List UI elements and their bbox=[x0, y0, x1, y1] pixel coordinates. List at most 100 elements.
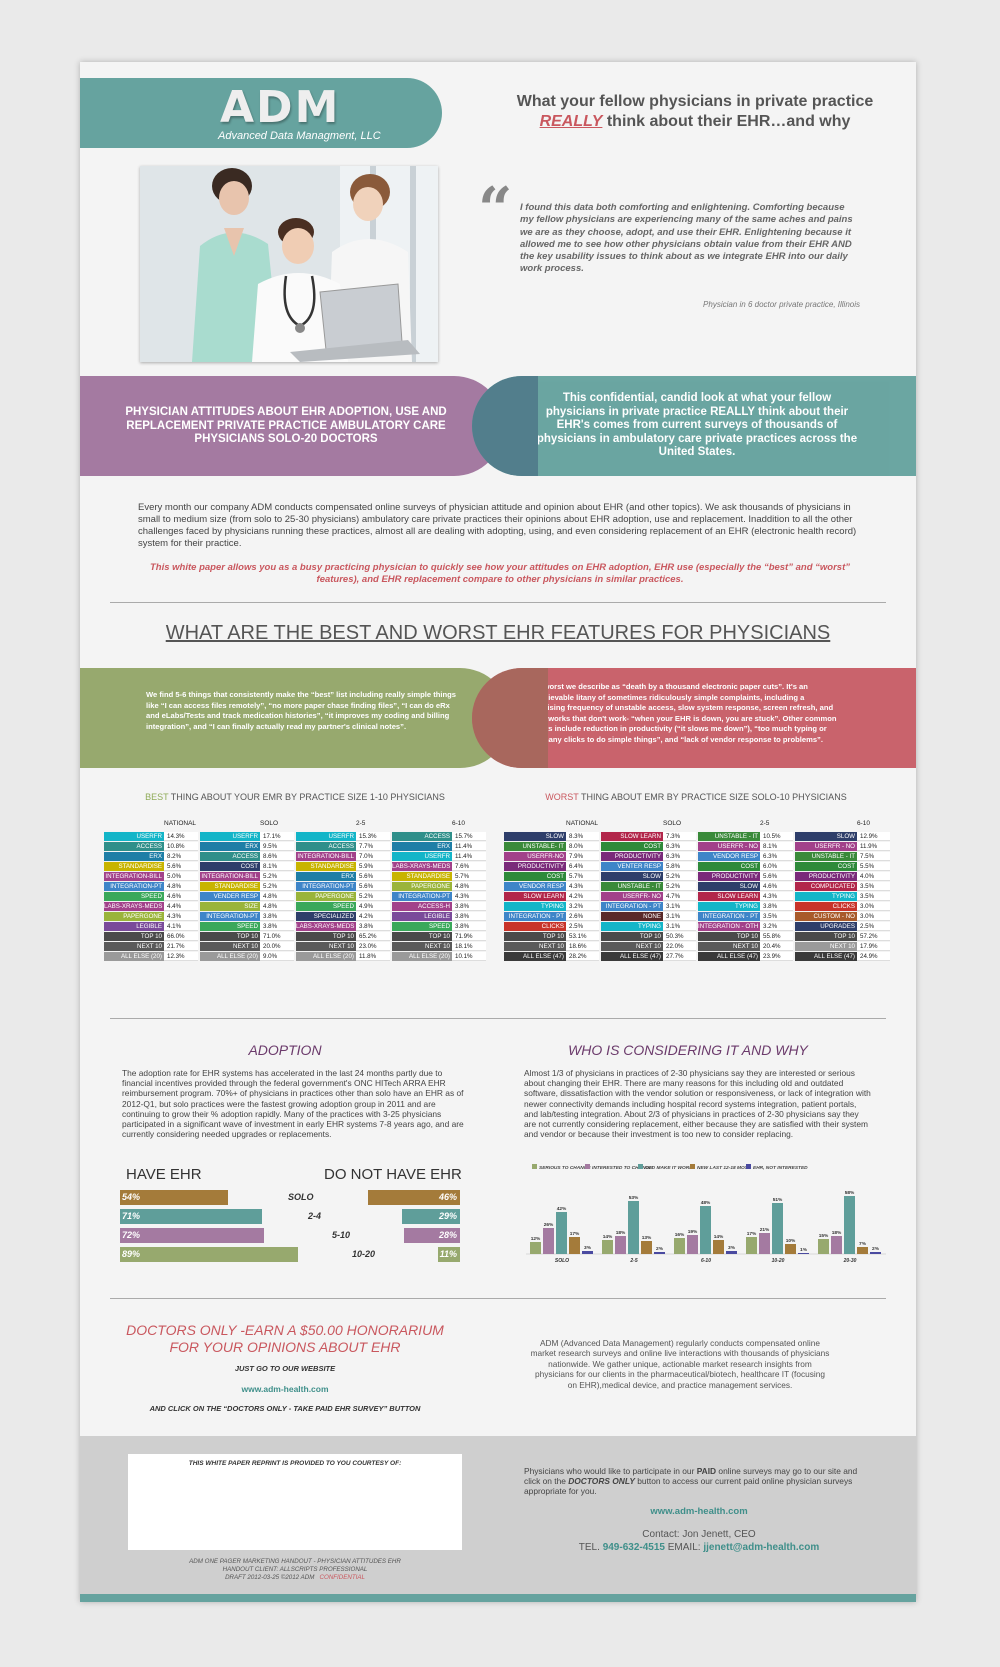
table-cell-label: NONE bbox=[601, 912, 663, 921]
legend-swatch bbox=[746, 1164, 751, 1169]
table-cell-label: STANDARDISE bbox=[296, 862, 356, 871]
considering-bar bbox=[556, 1212, 567, 1254]
quote-mark-icon: “ bbox=[478, 175, 513, 245]
table-column-header: 2-5 bbox=[356, 820, 366, 827]
table-cell-value: 3.5% bbox=[857, 882, 890, 891]
table-cell-value: 8.0% bbox=[566, 842, 599, 851]
considering-bar bbox=[530, 1242, 541, 1254]
considering-bar-label: 51% bbox=[773, 1197, 783, 1203]
table-cell-value: 5.2% bbox=[356, 892, 390, 901]
table-cell-label: LEGIBLE bbox=[392, 912, 452, 921]
table-cell-label: TYPING bbox=[601, 922, 663, 931]
considering-bar-label: 26% bbox=[544, 1222, 554, 1228]
considering-bar bbox=[700, 1206, 711, 1254]
confidential-label: CONFIDENTIAL bbox=[319, 1574, 365, 1581]
table-cell-label: COST bbox=[698, 862, 760, 871]
table-cell-label: UNSTABLE - IT bbox=[601, 882, 663, 891]
promo-website-link[interactable]: www.adm-health.com bbox=[241, 1384, 329, 1394]
best-worst-section-title: WHAT ARE THE BEST AND WORST EHR FEATURES… bbox=[165, 622, 831, 644]
category-label: 20-30 bbox=[843, 1258, 857, 1264]
table-cell-value: 27.7% bbox=[663, 952, 696, 961]
table-cell-label: PAPERGONE bbox=[392, 882, 452, 891]
promo-line1: JUST GO TO OUR WEBSITE bbox=[234, 1364, 336, 1373]
table-cell-value: 57.2% bbox=[857, 932, 890, 941]
table-cell-label: ALL ELSE (20) bbox=[200, 952, 260, 961]
table-cell-label: ERX bbox=[392, 842, 452, 851]
participate-text: Physicians who would like to participate… bbox=[524, 1466, 874, 1497]
table-cell-label: PAPERGONE bbox=[296, 892, 356, 901]
table-cell-value: 50.3% bbox=[663, 932, 696, 941]
table-column-header: NATIONAL bbox=[566, 820, 599, 827]
practice-size-label: 10-20 bbox=[352, 1249, 376, 1259]
best-features-table: NATIONAL SOLO 2-5 6-10 USERFR 14.3% ACCESS 10.8… bbox=[104, 820, 488, 966]
headline-line2: think about their EHR…and why bbox=[602, 113, 851, 130]
considering-bar-label: 14% bbox=[603, 1234, 613, 1240]
draft-line1: ADM ONE PAGER MARKETING HANDOUT - PHYSIC… bbox=[189, 1558, 401, 1565]
considering-bar-label: 53% bbox=[629, 1195, 639, 1201]
table-cell-value: 10.1% bbox=[452, 952, 486, 961]
table-cell-label: ACCESS bbox=[392, 832, 452, 841]
table-column-header: SOLO bbox=[260, 820, 279, 827]
table-cell-label: PRODUCTIVITY bbox=[601, 852, 663, 861]
courtesy-box: THIS WHITE PAPER REPRINT IS PROVIDED TO … bbox=[128, 1454, 462, 1550]
table-cell-label: PRODUCTIVITY bbox=[698, 872, 760, 881]
table-cell-label: STANDARDISE bbox=[200, 882, 260, 891]
table-cell-label: TOP 10 bbox=[296, 932, 356, 941]
considering-bar bbox=[543, 1228, 554, 1254]
divider bbox=[110, 1018, 886, 1019]
practice-size-label: 5-10 bbox=[332, 1230, 351, 1240]
tel-label: TEL. bbox=[578, 1542, 600, 1553]
table-cell-value: 12.9% bbox=[857, 832, 890, 841]
table-cell-value: 65.2% bbox=[356, 932, 390, 941]
table-column-header: 6-10 bbox=[857, 820, 871, 827]
participate-b: online surveys may go to our site and cl… bbox=[524, 1466, 858, 1487]
considering-bar bbox=[582, 1251, 593, 1254]
table-cell-value: 53.1% bbox=[566, 932, 599, 941]
table-cell-value: 4.3% bbox=[760, 892, 793, 901]
table-cell-label: NEXT 10 bbox=[200, 942, 260, 951]
divider bbox=[110, 1298, 886, 1299]
category-label: 10-20 bbox=[772, 1258, 785, 1264]
table-cell-value: 5.9% bbox=[356, 862, 390, 871]
considering-bar bbox=[857, 1247, 868, 1254]
table-cell-label: INTEGRATION-BILL bbox=[200, 872, 260, 881]
have-ehr-bar: 54% bbox=[120, 1190, 228, 1205]
table-cell-value: 11.4% bbox=[452, 842, 486, 851]
table-cell-value: 5.6% bbox=[760, 872, 793, 881]
table-cell-value: 3.5% bbox=[760, 912, 793, 921]
divider bbox=[110, 602, 886, 603]
considering-bar-label: 19% bbox=[688, 1229, 698, 1235]
table-cell-label: INTEGRATION-PT bbox=[296, 882, 356, 891]
table-cell-label: SPEED bbox=[200, 922, 260, 931]
considering-bar bbox=[831, 1236, 842, 1254]
category-label: 6-10 bbox=[701, 1258, 711, 1264]
table-cell-label: VENDOR RESP bbox=[504, 882, 566, 891]
legend-label: NEW LAST 12-18 MOS bbox=[697, 1165, 749, 1171]
table-cell-label: USERFR bbox=[104, 832, 164, 841]
table-cell-label: ACCESS bbox=[296, 842, 356, 851]
table-cell-label: LABS-XRAYS-MEDS bbox=[392, 862, 452, 871]
table-cell-value: 55.8% bbox=[760, 932, 793, 941]
table-cell-label: COST bbox=[504, 872, 566, 881]
table-cell-value: 11.4% bbox=[452, 852, 486, 861]
worst-label: WORST bbox=[545, 792, 579, 802]
footer-website-link[interactable]: www.adm-health.com bbox=[650, 1506, 748, 1517]
phone-number[interactable]: 949-632-4515 bbox=[602, 1542, 665, 1553]
category-label: SOLO bbox=[555, 1258, 569, 1264]
table-cell-label: INTEGRATION-PT bbox=[104, 882, 164, 891]
considering-bar-label: 2% bbox=[656, 1246, 664, 1252]
table-cell-value: 23.9% bbox=[760, 952, 793, 961]
email-link[interactable]: jjenett@adm-health.com bbox=[703, 1542, 820, 1553]
table-cell-label: ALL ELSE (20) bbox=[296, 952, 356, 961]
table-cell-value: 5.6% bbox=[164, 862, 198, 871]
table-cell-label: ALL ELSE (20) bbox=[392, 952, 452, 961]
confidential-banner-text: This confidential, candid look at what y… bbox=[536, 392, 858, 458]
table-cell-value: 6.0% bbox=[760, 862, 793, 871]
attitudes-banner-text: PHYSICIAN ATTITUDES ABOUT EHR ADOPTION, … bbox=[125, 406, 447, 445]
table-cell-value: 23.0% bbox=[356, 942, 390, 951]
table-cell-value: 21.7% bbox=[164, 942, 198, 951]
table-cell-value: 3.2% bbox=[760, 922, 793, 931]
table-cell-label: SIZE bbox=[200, 902, 260, 911]
table-cell-label: NEXT 10 bbox=[104, 942, 164, 951]
table-cell-value: 4.3% bbox=[452, 892, 486, 901]
